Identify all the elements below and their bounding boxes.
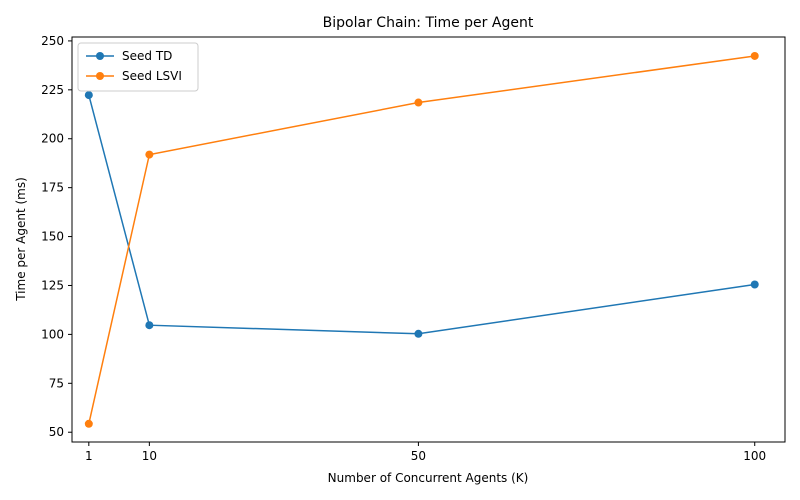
data-point-seed-lsvi	[750, 51, 759, 60]
data-point-seed-td	[145, 321, 154, 330]
y-tick-label: 50	[49, 425, 64, 439]
y-axis-label: Time per Agent (ms)	[14, 177, 28, 302]
data-point-seed-lsvi	[84, 419, 93, 428]
y-tick-label: 150	[41, 230, 64, 244]
series-layer	[84, 51, 759, 428]
x-tick-label: 100	[743, 449, 766, 463]
plot-area	[71, 36, 786, 443]
y-tick-label: 225	[41, 83, 64, 97]
y-tick-label: 250	[41, 34, 64, 48]
chart-title: Bipolar Chain: Time per Agent	[323, 15, 534, 31]
legend-frame	[77, 42, 199, 92]
x-axis-label: Number of Concurrent Agents (K)	[328, 471, 529, 485]
legend-marker-seed-lsvi	[96, 72, 104, 80]
data-point-seed-td	[414, 329, 423, 338]
legend: Seed TD Seed LSVI	[77, 42, 199, 92]
legend-label-seed-td: Seed TD	[122, 49, 172, 63]
legend-marker-seed-td	[96, 52, 104, 60]
x-tick-label: 1	[85, 449, 93, 463]
data-point-seed-td	[84, 91, 93, 100]
series-line-seed-lsvi	[88, 55, 755, 424]
x-tick-label: 50	[411, 449, 426, 463]
data-point-seed-lsvi	[414, 98, 423, 107]
y-axis: 50 75 100 125 150 175 200 225 250	[41, 34, 72, 439]
legend-label-seed-lsvi: Seed LSVI	[122, 69, 182, 83]
y-tick-label: 200	[41, 132, 64, 146]
y-tick-label: 175	[41, 181, 64, 195]
plot-frame	[71, 36, 786, 443]
data-point-seed-lsvi	[145, 150, 154, 159]
y-tick-label: 100	[41, 327, 64, 341]
series-line-seed-td	[88, 94, 755, 335]
data-point-seed-td	[750, 280, 759, 289]
y-tick-label: 75	[49, 376, 64, 390]
y-tick-label: 125	[41, 278, 64, 292]
x-tick-label: 10	[142, 449, 157, 463]
x-axis: 1 10 50 100	[85, 442, 766, 463]
